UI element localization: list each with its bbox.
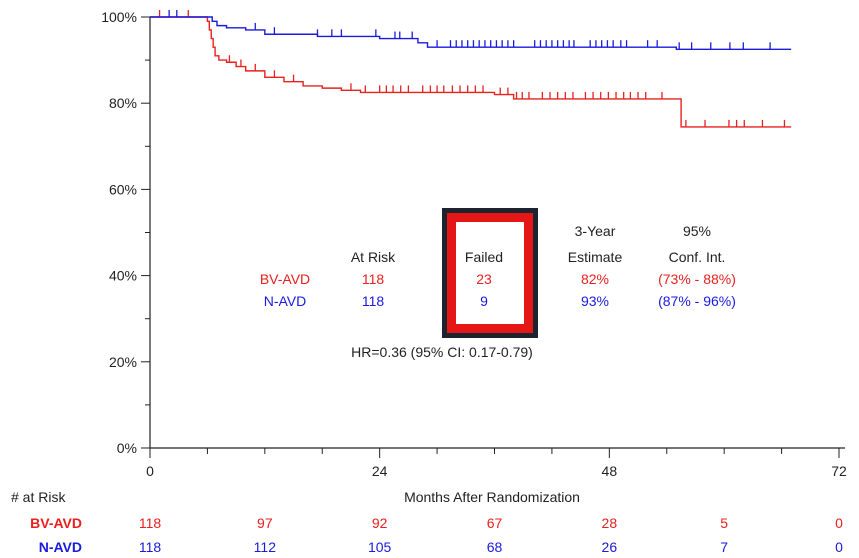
risk-count: 67 — [487, 515, 503, 531]
y-tick-label: 80% — [109, 95, 137, 111]
risk-count: 118 — [139, 515, 162, 531]
row-n-name: N-AVD — [264, 293, 307, 309]
highlight-box-inner — [456, 222, 524, 324]
row-bv-ci: (73% - 88%) — [658, 271, 736, 287]
xlabel: Months After Randomization — [404, 489, 580, 505]
risk-row-bv-label: BV-AVD — [30, 515, 82, 531]
x-tick-label: 48 — [602, 463, 618, 479]
y-tick-label: 20% — [109, 354, 137, 370]
y-tick-label: 60% — [109, 181, 137, 197]
header-at-risk: At Risk — [351, 249, 396, 265]
header-estimate-line1: 3-Year — [575, 223, 616, 239]
highlight-box — [442, 208, 538, 338]
x-tick-label: 24 — [372, 463, 388, 479]
row-bv-failed: 23 — [476, 271, 492, 287]
risk-count: 68 — [487, 539, 503, 555]
summary-annotation: At Risk Failed 3-Year Estimate 95% Conf.… — [260, 208, 736, 360]
risk-count: 118 — [139, 539, 162, 555]
series-line-n-avd — [150, 16, 792, 51]
x-tick-label: 0 — [146, 463, 154, 479]
risk-count: 105 — [368, 539, 392, 555]
x-tick-label: 72 — [831, 463, 847, 479]
y-tick-label: 0% — [117, 440, 137, 456]
risk-count: 7 — [720, 539, 728, 555]
risk-count: 97 — [257, 515, 273, 531]
header-ci-line1: 95% — [683, 223, 711, 239]
hazard-ratio: HR=0.36 (95% CI: 0.17-0.79) — [351, 344, 533, 360]
risk-counts: 118 97 92 67 28 5 0 118 112 105 68 26 7 0 — [139, 515, 843, 555]
risk-row-n-label: N-AVD — [39, 539, 82, 555]
risk-count: 28 — [602, 515, 618, 531]
header-failed: Failed — [465, 249, 503, 265]
survival-curves — [150, 10, 792, 128]
row-bv-estimate: 82% — [581, 271, 609, 287]
y-tick-label: 100% — [101, 9, 137, 25]
risk-count: 5 — [720, 515, 728, 531]
row-bv-at-risk: 118 — [362, 271, 385, 287]
risk-count: 0 — [835, 515, 843, 531]
row-bv-name: BV-AVD — [260, 271, 310, 287]
risk-count: 112 — [254, 539, 277, 555]
header-estimate-line2: Estimate — [568, 249, 623, 265]
header-ci-line2: Conf. Int. — [669, 249, 726, 265]
risk-count: 92 — [372, 515, 388, 531]
axes: 0% 20% 40% 60% 80% 100% 0 24 48 72 — [101, 9, 847, 479]
row-n-ci: (87% - 96%) — [658, 293, 736, 309]
risk-count: 0 — [835, 539, 843, 555]
row-n-failed: 9 — [480, 293, 488, 309]
risk-table-title: # at Risk — [11, 489, 66, 505]
risk-count: 26 — [602, 539, 618, 555]
risk-table: Months After Randomization # at Risk BV-… — [11, 489, 843, 555]
series-line-bv-avd — [150, 16, 792, 128]
row-n-estimate: 93% — [581, 293, 609, 309]
y-tick-label: 40% — [109, 268, 137, 284]
row-n-at-risk: 118 — [362, 293, 385, 309]
